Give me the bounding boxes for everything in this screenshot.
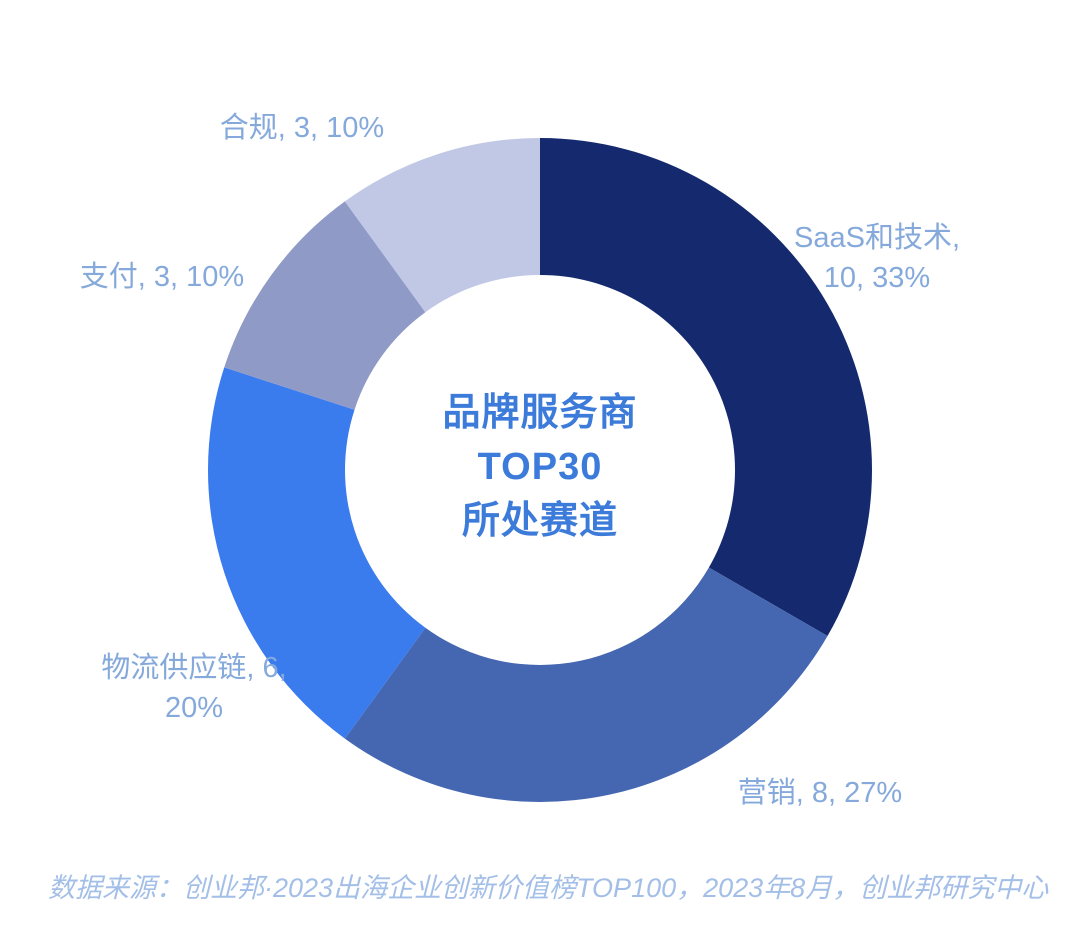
donut-slice-yingxiao — [344, 567, 828, 802]
slice-label-zhifu: 支付, 3, 10% — [79, 260, 245, 293]
slice-label-wuliu: 物流供应链, 6, 20% — [101, 651, 287, 724]
slice-label-hegui: 合规, 3, 10% — [219, 111, 385, 144]
donut-slice-zhifu — [224, 201, 426, 410]
data-source-note: 数据来源：创业邦·2023出海企业创新价值榜TOP100，2023年8月，创业邦… — [48, 873, 1049, 903]
slice-label-saas: SaaS和技术, 10, 33% — [794, 221, 960, 294]
donut-slice-wuliu — [208, 367, 426, 739]
donut-slice-saas — [540, 138, 872, 636]
donut-slice-hegui — [344, 138, 540, 313]
slice-label-yingxiao: 营销, 8, 27% — [737, 776, 903, 809]
chart-center-title: 品牌服务商 TOP30 所处赛道 — [442, 392, 638, 542]
